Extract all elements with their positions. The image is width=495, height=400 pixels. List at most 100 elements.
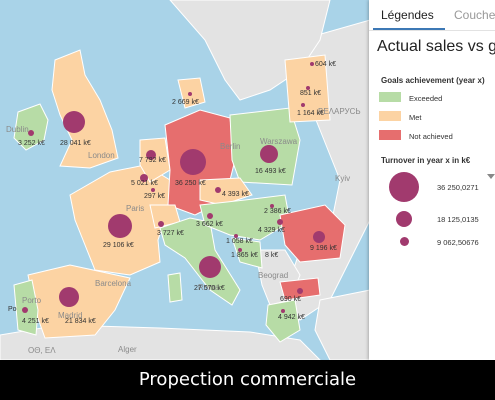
label-netherlands: 7 792 k€ xyxy=(139,157,166,164)
legend-bubble-large xyxy=(389,172,419,202)
bubble-slovenia xyxy=(234,234,238,238)
land-turkey xyxy=(314,289,371,360)
bubble-spain xyxy=(59,287,79,307)
bubble-luxembourg xyxy=(151,188,155,192)
swatch-met xyxy=(379,111,401,121)
bubble-poland xyxy=(260,145,278,163)
country-central xyxy=(199,194,291,241)
label-lithuania: 1 164 k€ xyxy=(297,110,324,117)
swatch-exceeded xyxy=(379,92,401,102)
bubble-belgium xyxy=(140,174,148,182)
label-bulgaria: 690 k€ xyxy=(280,296,302,303)
city-beograd: Beograd xyxy=(258,271,289,280)
active-tab-indicator xyxy=(373,28,445,30)
label-ireland: 3 252 k€ xyxy=(18,140,45,147)
legend-bubble-medium xyxy=(396,211,412,227)
panel-tabs: Légendes Couche xyxy=(369,0,495,31)
country-croatia xyxy=(231,237,263,269)
legend-exceeded: Exceeded xyxy=(409,94,443,103)
label-serbia: 8 k€ xyxy=(265,252,279,259)
bubble-uk xyxy=(63,111,85,133)
label-switzerland: 3 727 k€ xyxy=(157,230,184,237)
bubble-hungary xyxy=(277,219,283,225)
label-greece: 4 942 k€ xyxy=(278,314,305,321)
city-porto: Porto xyxy=(22,296,42,305)
bubble-germany xyxy=(180,149,206,175)
city-kyiv: Kyiv xyxy=(335,174,351,183)
bubble-romania xyxy=(313,231,325,243)
bubble-portugal xyxy=(22,307,28,313)
city-greece-label: ΟΘ, ΕΛ xyxy=(28,346,56,355)
label-romania: 9 196 k€ xyxy=(310,245,337,252)
label-croatia: 1 865 k€ xyxy=(231,252,258,259)
country-sardinia xyxy=(167,272,183,303)
legend-panel: Légendes Couche Actual sales vs g Goals … xyxy=(369,0,495,360)
goals-section-title: Goals achievement (year x) xyxy=(381,76,485,85)
map-canvas xyxy=(0,0,371,360)
bubble-greece xyxy=(281,309,285,313)
label-luxembourg: 297 k€ xyxy=(144,193,166,200)
city-belarus: BEΛАРУСЬ xyxy=(318,107,361,116)
panel-title: Actual sales vs g xyxy=(377,38,495,55)
swatch-not-achieved xyxy=(379,130,401,140)
bubble-croatia xyxy=(238,248,242,252)
legend-bubble-medium-label: 18 125,0135 xyxy=(437,215,479,224)
bubble-austria xyxy=(207,213,213,219)
label-portugal-short: Po xyxy=(8,306,17,313)
legend-bubble-small-label: 9 062,50676 xyxy=(437,238,479,247)
label-poland: 16 493 k€ xyxy=(255,168,286,175)
bubble-netherlands xyxy=(146,150,156,160)
caption: Propection commerciale xyxy=(0,360,495,400)
city-roma: Roma xyxy=(198,283,220,292)
bubble-baltic-1 xyxy=(310,62,314,66)
turnover-section-title: Turnover in year x in k€ xyxy=(381,156,471,165)
tab-legendes[interactable]: Légendes xyxy=(381,8,434,22)
bubble-czech xyxy=(215,187,221,193)
label-denmark: 2 669 k€ xyxy=(172,99,199,106)
label-germany: 36 250 k€ xyxy=(175,180,206,187)
country-ireland xyxy=(13,103,49,151)
city-madrid: Madrid xyxy=(58,311,83,320)
legend-met: Met xyxy=(409,113,422,122)
bubble-baltic-2 xyxy=(306,86,310,90)
legend-bubble-small xyxy=(400,237,409,246)
country-romania xyxy=(279,204,346,263)
collapse-arrow-icon[interactable] xyxy=(487,174,495,179)
legend-not-achieved: Not achieved xyxy=(409,132,453,141)
bubble-ireland xyxy=(28,130,34,136)
bubble-france xyxy=(108,214,132,238)
label-slovakia: 2 386 k€ xyxy=(264,208,291,215)
country-czech xyxy=(199,177,253,206)
label-uk: 28 041 k€ xyxy=(60,140,91,147)
tab-couches[interactable]: Couche xyxy=(454,8,495,22)
bubble-baltic-3 xyxy=(301,103,305,107)
label-latvia: 851 k€ xyxy=(300,90,322,97)
country-greece xyxy=(265,299,301,343)
bubble-slovakia xyxy=(270,204,274,208)
label-slovenia: 1 058 k€ xyxy=(226,238,253,245)
label-estonia: 604 k€ xyxy=(315,61,337,68)
bubble-denmark xyxy=(188,92,192,96)
label-portugal: 4 251 k€ xyxy=(22,318,49,325)
country-benelux xyxy=(139,137,171,183)
label-austria: 3 662 k€ xyxy=(196,221,223,228)
label-hungary: 4 329 k€ xyxy=(258,227,285,234)
city-london: London xyxy=(88,151,115,160)
city-dublin: Dublin xyxy=(6,125,29,134)
legend-bubble-large-label: 36 250,0271 xyxy=(437,183,479,192)
city-warszawa: Warszawa xyxy=(260,137,298,146)
city-berlin: Berlin xyxy=(220,142,241,151)
country-italy xyxy=(159,217,241,306)
label-czech: 4 393 k€ xyxy=(222,191,249,198)
label-belgium: 5 021 k€ xyxy=(131,180,158,187)
bubble-bulgaria xyxy=(297,288,303,294)
bubble-italy xyxy=(199,256,221,278)
label-spain: 21 834 k€ xyxy=(65,318,96,325)
city-alger: Alger xyxy=(118,345,137,354)
country-uk xyxy=(51,49,119,169)
bubble-switzerland xyxy=(158,221,164,227)
city-paris: Paris xyxy=(126,204,145,213)
label-france: 29 106 k€ xyxy=(103,242,134,249)
city-barcelona: Barcelona xyxy=(95,279,132,288)
